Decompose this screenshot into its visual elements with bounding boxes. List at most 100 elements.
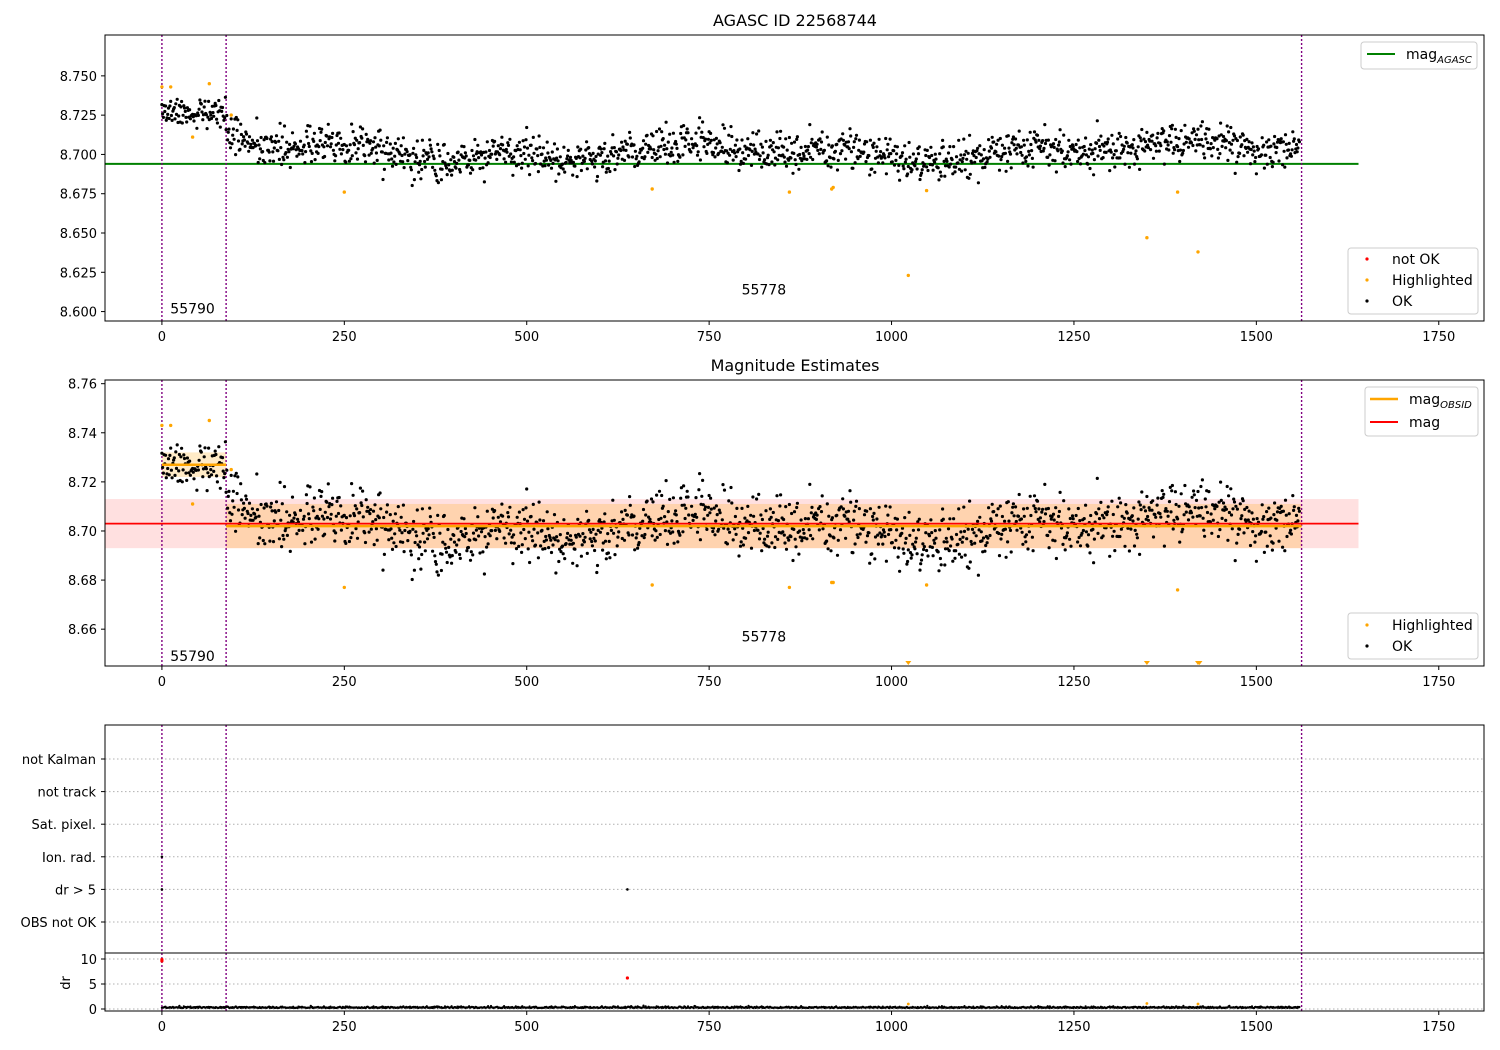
- flag-category-label: Sat. pixel.: [32, 818, 96, 833]
- ok-point: [904, 157, 908, 161]
- highlighted-point: [924, 188, 929, 193]
- ok-point: [244, 494, 248, 498]
- ok-point: [635, 154, 639, 158]
- ok-point: [223, 95, 227, 99]
- ok-point: [387, 538, 391, 542]
- ok-point: [290, 495, 295, 499]
- ok-point: [390, 157, 394, 161]
- ok-point: [549, 158, 553, 162]
- x-tick-label: 1000: [875, 675, 908, 690]
- ok-point: [520, 166, 524, 170]
- y-tick-label: 8.66: [68, 623, 97, 638]
- ok-point: [620, 510, 624, 514]
- ok-point: [485, 545, 489, 549]
- ok-point: [509, 541, 513, 545]
- ok-point: [313, 158, 317, 162]
- ok-point: [922, 162, 927, 166]
- y-tick-label: 8.74: [68, 427, 97, 442]
- ok-point: [936, 550, 940, 554]
- ok-point: [1020, 530, 1024, 534]
- ok-point: [1205, 141, 1210, 145]
- ok-point: [529, 514, 533, 519]
- panel4-points: [160, 957, 1301, 1010]
- ok-point: [1254, 155, 1258, 160]
- ok-point: [868, 138, 873, 142]
- ok-point: [978, 144, 982, 148]
- ok-point: [1274, 151, 1278, 155]
- ok-point: [733, 143, 738, 147]
- ok-point: [1057, 140, 1061, 144]
- ok-point: [960, 540, 964, 544]
- ok-point: [427, 155, 431, 159]
- ok-point: [947, 165, 951, 169]
- ok-point: [722, 126, 727, 130]
- ok-point: [832, 536, 836, 540]
- ok-point: [1178, 148, 1183, 152]
- highlighted-point: [650, 187, 654, 191]
- ok-point: [846, 517, 850, 521]
- ok-point: [749, 163, 754, 167]
- ok-point: [1132, 138, 1136, 142]
- ok-point: [1225, 124, 1229, 128]
- ok-point: [181, 468, 185, 472]
- ok-point: [288, 142, 292, 146]
- ok-point: [1096, 531, 1100, 536]
- ok-point: [926, 554, 930, 558]
- ok-point: [706, 137, 711, 141]
- ok-point: [766, 153, 770, 157]
- ok-point: [978, 515, 982, 519]
- ok-point: [854, 499, 859, 503]
- ok-point: [806, 148, 810, 152]
- ok-point: [445, 560, 449, 565]
- ok-point: [1062, 133, 1066, 137]
- ok-point: [253, 512, 257, 516]
- ok-point: [1209, 512, 1213, 516]
- ok-point: [648, 517, 652, 522]
- ok-point: [454, 550, 458, 554]
- ok-point: [1251, 145, 1255, 149]
- ok-point: [1076, 159, 1080, 164]
- ok-point: [996, 138, 1000, 142]
- ok-point: [622, 158, 627, 162]
- ok-point: [628, 130, 632, 134]
- ok-point: [966, 527, 970, 531]
- ok-point: [835, 168, 840, 172]
- ok-point: [423, 159, 427, 164]
- ok-point: [654, 152, 658, 156]
- ok-point: [1032, 130, 1037, 134]
- ok-point: [913, 547, 917, 551]
- ok-point: [889, 152, 893, 156]
- ok-point: [968, 560, 972, 564]
- ok-point: [188, 108, 192, 112]
- ok-point: [1251, 153, 1255, 157]
- ok-point: [1082, 144, 1086, 149]
- ok-point: [776, 537, 780, 542]
- ok-point: [504, 147, 508, 152]
- ok-point: [596, 528, 600, 533]
- ok-point: [486, 161, 490, 165]
- ok-point: [692, 1006, 695, 1010]
- ok-point: [825, 159, 829, 163]
- ok-point: [443, 542, 447, 546]
- ok-point: [271, 159, 276, 163]
- ok-point: [236, 475, 240, 479]
- ok-point: [1216, 156, 1220, 160]
- ok-point: [458, 552, 462, 557]
- ok-point: [406, 159, 410, 163]
- ok-point: [277, 508, 281, 513]
- ok-point: [1024, 540, 1028, 544]
- ok-point: [209, 468, 213, 472]
- ok-point: [761, 151, 765, 155]
- ok-point: [936, 166, 940, 170]
- ok-point: [1092, 561, 1096, 565]
- ok-point: [1239, 517, 1243, 521]
- ok-point: [228, 511, 232, 515]
- ok-point: [1143, 149, 1147, 153]
- ok-point: [1084, 530, 1088, 534]
- ok-point: [686, 131, 690, 135]
- ok-point: [657, 489, 662, 493]
- ok-point: [381, 568, 385, 572]
- ok-point: [1294, 513, 1299, 518]
- ok-point: [674, 139, 678, 144]
- ok-point: [455, 161, 459, 165]
